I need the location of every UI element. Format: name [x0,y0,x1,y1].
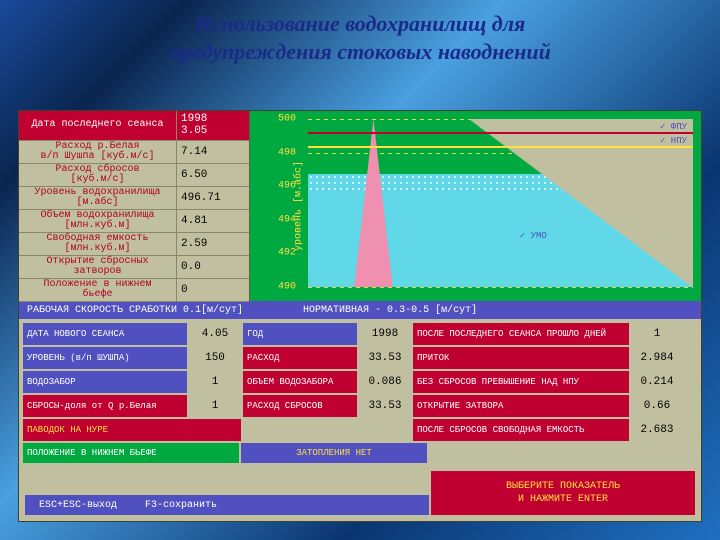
field-label: РАСХОД [243,347,357,369]
param-label: Свободная емкость [млн.куб.м] [19,233,177,255]
prompt-select-indicator: ВЫБЕРИТЕ ПОКАЗАТЕЛЬ И НАЖМИТЕ ENTER [431,471,695,515]
blank [359,419,411,441]
zatoplenia-status: ЗАТОПЛЕНИЯ НЕТ [241,443,427,463]
param-label: Расход сбросов [куб.м/с] [19,164,177,186]
field-value: 2.984 [631,347,683,369]
y-tick: 498 [278,147,296,158]
field-value[interactable]: 1998 [359,323,411,345]
status-bar: РАБОЧАЯ СКОРОСТЬ СРАБОТКИ 0.1[м/сут] НОР… [19,301,701,319]
field-value: 1 [631,323,683,345]
field-value: 33.53 [359,395,411,417]
input-grid: ДАТА НОВОГО СЕАНСА 4.05 ГОД 1998 ПОСЛЕ П… [19,319,701,443]
table-row: Расход сбросов [куб.м/с]6.50 [19,164,249,187]
app-panel: Дата последнего сеанса 1998 3.05 Расход … [18,110,702,522]
field-label: ОТКРЫТИЕ ЗАТВОРА [413,395,629,417]
plot-area: ✓ ФПУ✓ НПУ✓ УМО [308,119,693,287]
field-label: ДАТА НОВОГО СЕАНСА [23,323,187,345]
field-value: 0.214 [631,371,683,393]
param-label: Открытие сбросных затворов [19,256,177,278]
field-value[interactable]: 1 [189,395,241,417]
npu-label: ✓ НПУ [660,136,687,146]
field-label: ПОСЛЕ СБРОСОВ СВОБОДНАЯ ЕМКОСТЬ [413,419,629,441]
blank [429,443,697,463]
field-value: 0.66 [631,395,683,417]
table-row: Объем водохранилища [млн.куб.м]4.81 [19,210,249,233]
param-value: 7.14 [177,141,249,163]
slide-title: Использование водохранилищ для предупреж… [0,0,720,69]
field-label: ПОСЛЕ ПОСЛЕДНЕГО СЕАНСА ПРОШЛО ДНЕЙ [413,323,629,345]
field-label: СБРОСЫ-доля от Q р.Белая [23,395,187,417]
status-left: РАБОЧАЯ СКОРОСТЬ СРАБОТКИ 0.1[м/сут] [27,305,243,316]
hint-f3[interactable]: F3-сохранить [131,495,231,515]
table-row: Уровень водохранилища [м.абс]496.71 [19,187,249,210]
param-value: 6.50 [177,164,249,186]
bottom-row: ПОЛОЖЕНИЕ В НИЖНЕМ БЬЕФЕ ЗАТОПЛЕНИЯ НЕТ [19,443,701,465]
field-label: УРОВЕНЬ (в/п ШУШПА) [23,347,187,369]
y-tick: 494 [278,214,296,225]
field-label: РАСХОД СБРОСОВ [243,395,357,417]
blank [243,419,357,441]
title-line-2: предупреждения стоковых наводнений [169,39,551,64]
last-session-label: Дата последнего сеанса [19,111,177,140]
reservoir-chart: уровень [м.абс] ✓ ФПУ✓ НПУ✓ УМО 49049249… [249,111,701,301]
field-label: БЕЗ СБРОСОВ ПРЕВЫШЕНИЕ НАД НПУ [413,371,629,393]
field-label: ПРИТОК [413,347,629,369]
field-value[interactable]: 150 [189,347,241,369]
footer-hints: ESC+ESC-выход F3-сохранить [25,495,429,515]
left-params-table: Дата последнего сеанса 1998 3.05 Расход … [19,111,249,301]
field-label: ВОДОЗАБОР [23,371,187,393]
param-label: Объем водохранилища [млн.куб.м] [19,210,177,232]
param-value: 2.59 [177,233,249,255]
field-value[interactable]: 1 [189,371,241,393]
y-tick: 500 [278,114,296,125]
y-tick: 496 [278,181,296,192]
param-value: 4.81 [177,210,249,232]
y-axis-label: уровень [м.абс] [294,161,305,251]
polozhenie-label: ПОЛОЖЕНИЕ В НИЖНЕМ БЬЕФЕ [23,443,239,463]
field-value: 33.53 [359,347,411,369]
param-value: 496.71 [177,187,249,209]
table-row: Открытие сбросных затворов0.0 [19,256,249,279]
param-label: Уровень водохранилища [м.абс] [19,187,177,209]
upper-region: Дата последнего сеанса 1998 3.05 Расход … [19,111,701,301]
prompt-line-1: ВЫБЕРИТЕ ПОКАЗАТЕЛЬ [506,481,620,492]
fpu-label: ✓ ФПУ [660,122,687,132]
table-row: Свободная емкость [млн.куб.м]2.59 [19,233,249,256]
y-tick: 490 [278,282,296,293]
hint-esc[interactable]: ESC+ESC-выход [25,495,131,515]
table-header-row: Дата последнего сеанса 1998 3.05 [19,111,249,141]
last-session-value: 1998 3.05 [177,111,249,140]
y-tick: 492 [278,248,296,259]
param-label: Расход р.Белая в/п Шушпа [куб.м/с] [19,141,177,163]
param-label: Положение в нижнем бьефе [19,279,177,301]
table-row: Положение в нижнем бьефе0 [19,279,249,302]
field-value: 0.086 [359,371,411,393]
title-line-1: Использование водохранилищ для [195,11,526,36]
status-right: НОРМАТИВНАЯ - 0.3-0.5 [м/сут] [303,305,477,316]
param-value: 0.0 [177,256,249,278]
field-label: ГОД [243,323,357,345]
field-value: 2.683 [631,419,683,441]
pavodok-label: ПАВОДОК НА НУРЕ [23,419,241,441]
param-value: 0 [177,279,249,301]
field-label: ОБЪЕМ ВОДОЗАБОРА [243,371,357,393]
prompt-line-2: И НАЖМИТЕ ENTER [518,494,608,505]
field-value[interactable]: 4.05 [189,323,241,345]
table-row: Расход р.Белая в/п Шушпа [куб.м/с]7.14 [19,141,249,164]
